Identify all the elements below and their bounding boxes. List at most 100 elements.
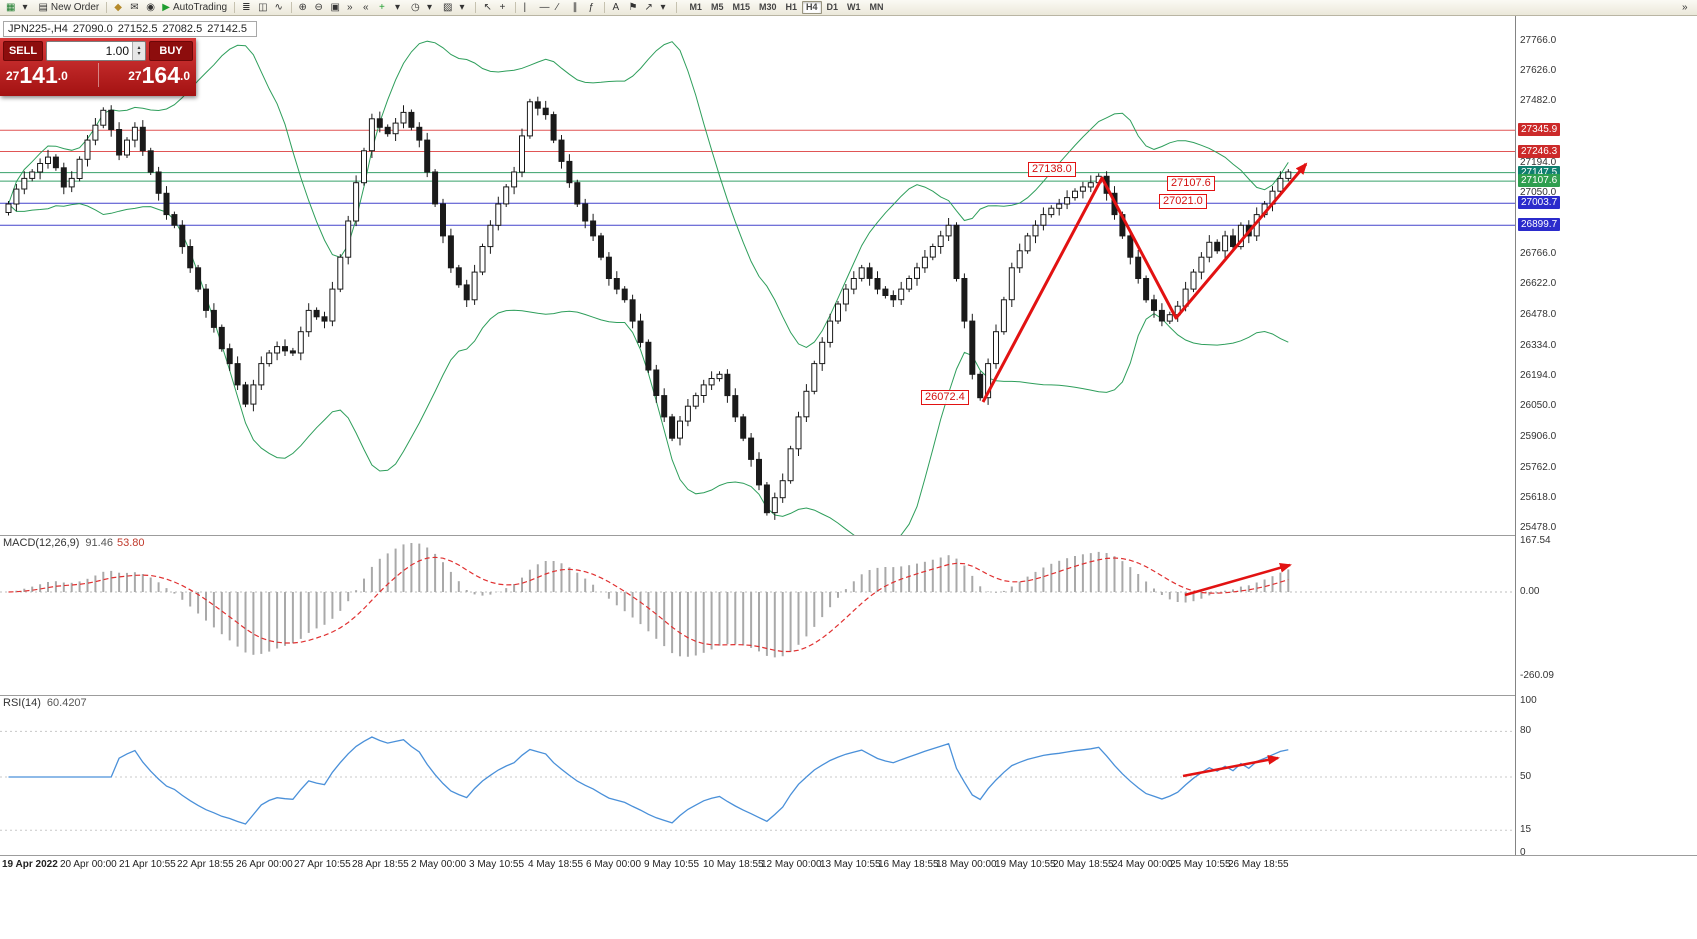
time-axis-label: 24 May 00:00 [1112, 859, 1173, 870]
candle-bearish [171, 214, 178, 226]
timeframe-m5[interactable]: M5 [707, 1, 728, 14]
new-chart-icon[interactable]: ▦ [3, 1, 18, 15]
periods-dropdown[interactable]: ▾ [424, 1, 439, 15]
pane-separator[interactable] [0, 535, 1697, 536]
zoom-out-icon[interactable]: ⊖ [312, 1, 327, 15]
candle-bearish [740, 416, 747, 439]
buy-button[interactable]: BUY [149, 41, 193, 61]
rsi-indicator-pane[interactable] [0, 695, 1697, 855]
timeframe-d1[interactable]: D1 [823, 1, 843, 14]
time-axis-label: 3 May 10:55 [469, 859, 525, 870]
candlestick-chart-icon[interactable]: ◫ [255, 1, 270, 15]
spinner-down-icon[interactable]: ▾ [137, 51, 141, 57]
candle-bearish [210, 309, 217, 328]
trendline-icon[interactable]: ∕ [553, 1, 568, 15]
chart-list-dropdown[interactable]: ▾ [19, 1, 34, 15]
text-icon[interactable]: A [609, 1, 624, 15]
price-axis[interactable]: 27766.0 27626.0 27482.0 27194.0 27050.0 26766… [1515, 16, 1697, 858]
candle-bullish [131, 126, 138, 141]
auto-scroll-icon[interactable]: » [344, 1, 359, 15]
candle-bearish [1214, 241, 1221, 252]
candle-bullish [29, 171, 36, 179]
periods-icon: ◷ [410, 1, 420, 13]
rsi-axis-label: 80 [1520, 725, 1532, 736]
candle-bullish [850, 278, 857, 290]
equidistant-channel-icon[interactable]: ∥ [569, 1, 584, 15]
timeframe-m1[interactable]: M1 [685, 1, 706, 14]
candle-bullish [985, 363, 992, 399]
candle-bullish [368, 118, 375, 152]
arrow-objects-icon[interactable]: ↗ [641, 1, 656, 15]
candle-bearish [289, 350, 296, 354]
volume-spinner[interactable]: ▴ ▾ [132, 42, 145, 60]
chart-shift-icon[interactable]: « [360, 1, 375, 15]
time-axis-label: 26 Apr 00:00 [236, 859, 293, 870]
candle-bearish [376, 118, 383, 128]
candle-bearish [590, 220, 597, 237]
spinner-up-icon[interactable]: ▴ [137, 45, 141, 51]
periods-icon[interactable]: ◷ [408, 1, 423, 15]
bar-chart-icon[interactable]: ≣ [239, 1, 254, 15]
toolbar-overflow-icon[interactable]: » [1679, 1, 1694, 15]
timeframe-w1[interactable]: W1 [843, 1, 865, 14]
text-label-icon[interactable]: ⚑ [625, 1, 640, 15]
candle-bearish [542, 107, 549, 116]
price-axis-label: 27194.0 [1520, 157, 1557, 168]
candle-bullish [5, 203, 12, 213]
crosshair-icon: + [499, 1, 506, 13]
candlestick-series [5, 96, 1292, 520]
cursor-icon[interactable]: ↖ [480, 1, 495, 15]
market-watch-icon[interactable]: ◉ [143, 1, 158, 15]
timeframe-m15[interactable]: M15 [728, 1, 754, 14]
time-axis-label: 25 May 10:55 [1170, 859, 1231, 870]
candle-bearish [621, 288, 628, 301]
candle-bullish [519, 135, 525, 173]
volume-control: ▴ ▾ [46, 41, 146, 61]
line-chart-icon[interactable]: ∿ [272, 1, 287, 15]
tile-windows-icon[interactable]: ▣ [328, 1, 343, 15]
indicators-dropdown[interactable]: ▾ [392, 1, 407, 15]
chart-list-dropdown-icon: ▾ [22, 1, 28, 13]
candle-bullish [400, 111, 407, 124]
candle-bearish [432, 171, 439, 205]
high-value: 27152.5 [117, 23, 158, 35]
crosshair-icon[interactable]: + [496, 1, 511, 15]
candle-bullish [361, 150, 367, 184]
pane-separator[interactable] [0, 695, 1697, 696]
mailbox-icon[interactable]: ✉ [127, 1, 142, 15]
tile-windows-icon: ▣ [330, 1, 340, 13]
auto-scroll-icon: » [346, 1, 353, 13]
volume-input[interactable] [47, 42, 132, 60]
zoom-in-icon[interactable]: ⊕ [296, 1, 311, 15]
autotrading-button[interactable]: ▶ AutoTrading [159, 1, 230, 15]
candle-bearish [455, 267, 462, 286]
main-price-chart[interactable] [0, 16, 1697, 535]
arrow-objects-dropdown[interactable]: ▾ [657, 1, 672, 15]
new-order-button[interactable]: ▤ New Order [35, 1, 102, 15]
timeframe-h1[interactable]: H1 [782, 1, 802, 14]
vertical-line-icon[interactable]: | [520, 1, 535, 15]
candle-bearish [661, 395, 668, 418]
buy-price-big: 164 [141, 62, 180, 88]
candle-bearish [179, 224, 186, 248]
timeframe-mn[interactable]: MN [866, 1, 888, 14]
candle-bearish [637, 320, 644, 343]
templates-dropdown[interactable]: ▾ [456, 1, 471, 15]
horizontal-line-icon[interactable]: ― [536, 1, 552, 15]
metaeditor-icon[interactable]: ◆ [111, 1, 126, 15]
candle-bullish [787, 448, 794, 482]
price-axis-label: 25478.0 [1520, 522, 1557, 533]
timeframe-h4[interactable]: H4 [802, 1, 822, 14]
fibonacci-icon[interactable]: ƒ [585, 1, 600, 15]
time-axis-label: 2 May 00:00 [411, 859, 467, 870]
candle-bullish [76, 158, 83, 180]
templates-icon[interactable]: ▨ [440, 1, 455, 15]
sell-button[interactable]: SELL [3, 41, 43, 61]
macd-indicator-pane[interactable] [0, 535, 1697, 695]
indicators-icon[interactable]: + [376, 1, 391, 15]
timeframe-m30[interactable]: M30 [755, 1, 781, 14]
candle-bearish [187, 246, 194, 269]
candle-bullish [1064, 197, 1071, 205]
time-axis[interactable]: 19 Apr 2022 20 Apr 00:00 21 Apr 10:55 22 Ap… [0, 855, 1697, 877]
chart-shift-icon: « [362, 1, 369, 13]
